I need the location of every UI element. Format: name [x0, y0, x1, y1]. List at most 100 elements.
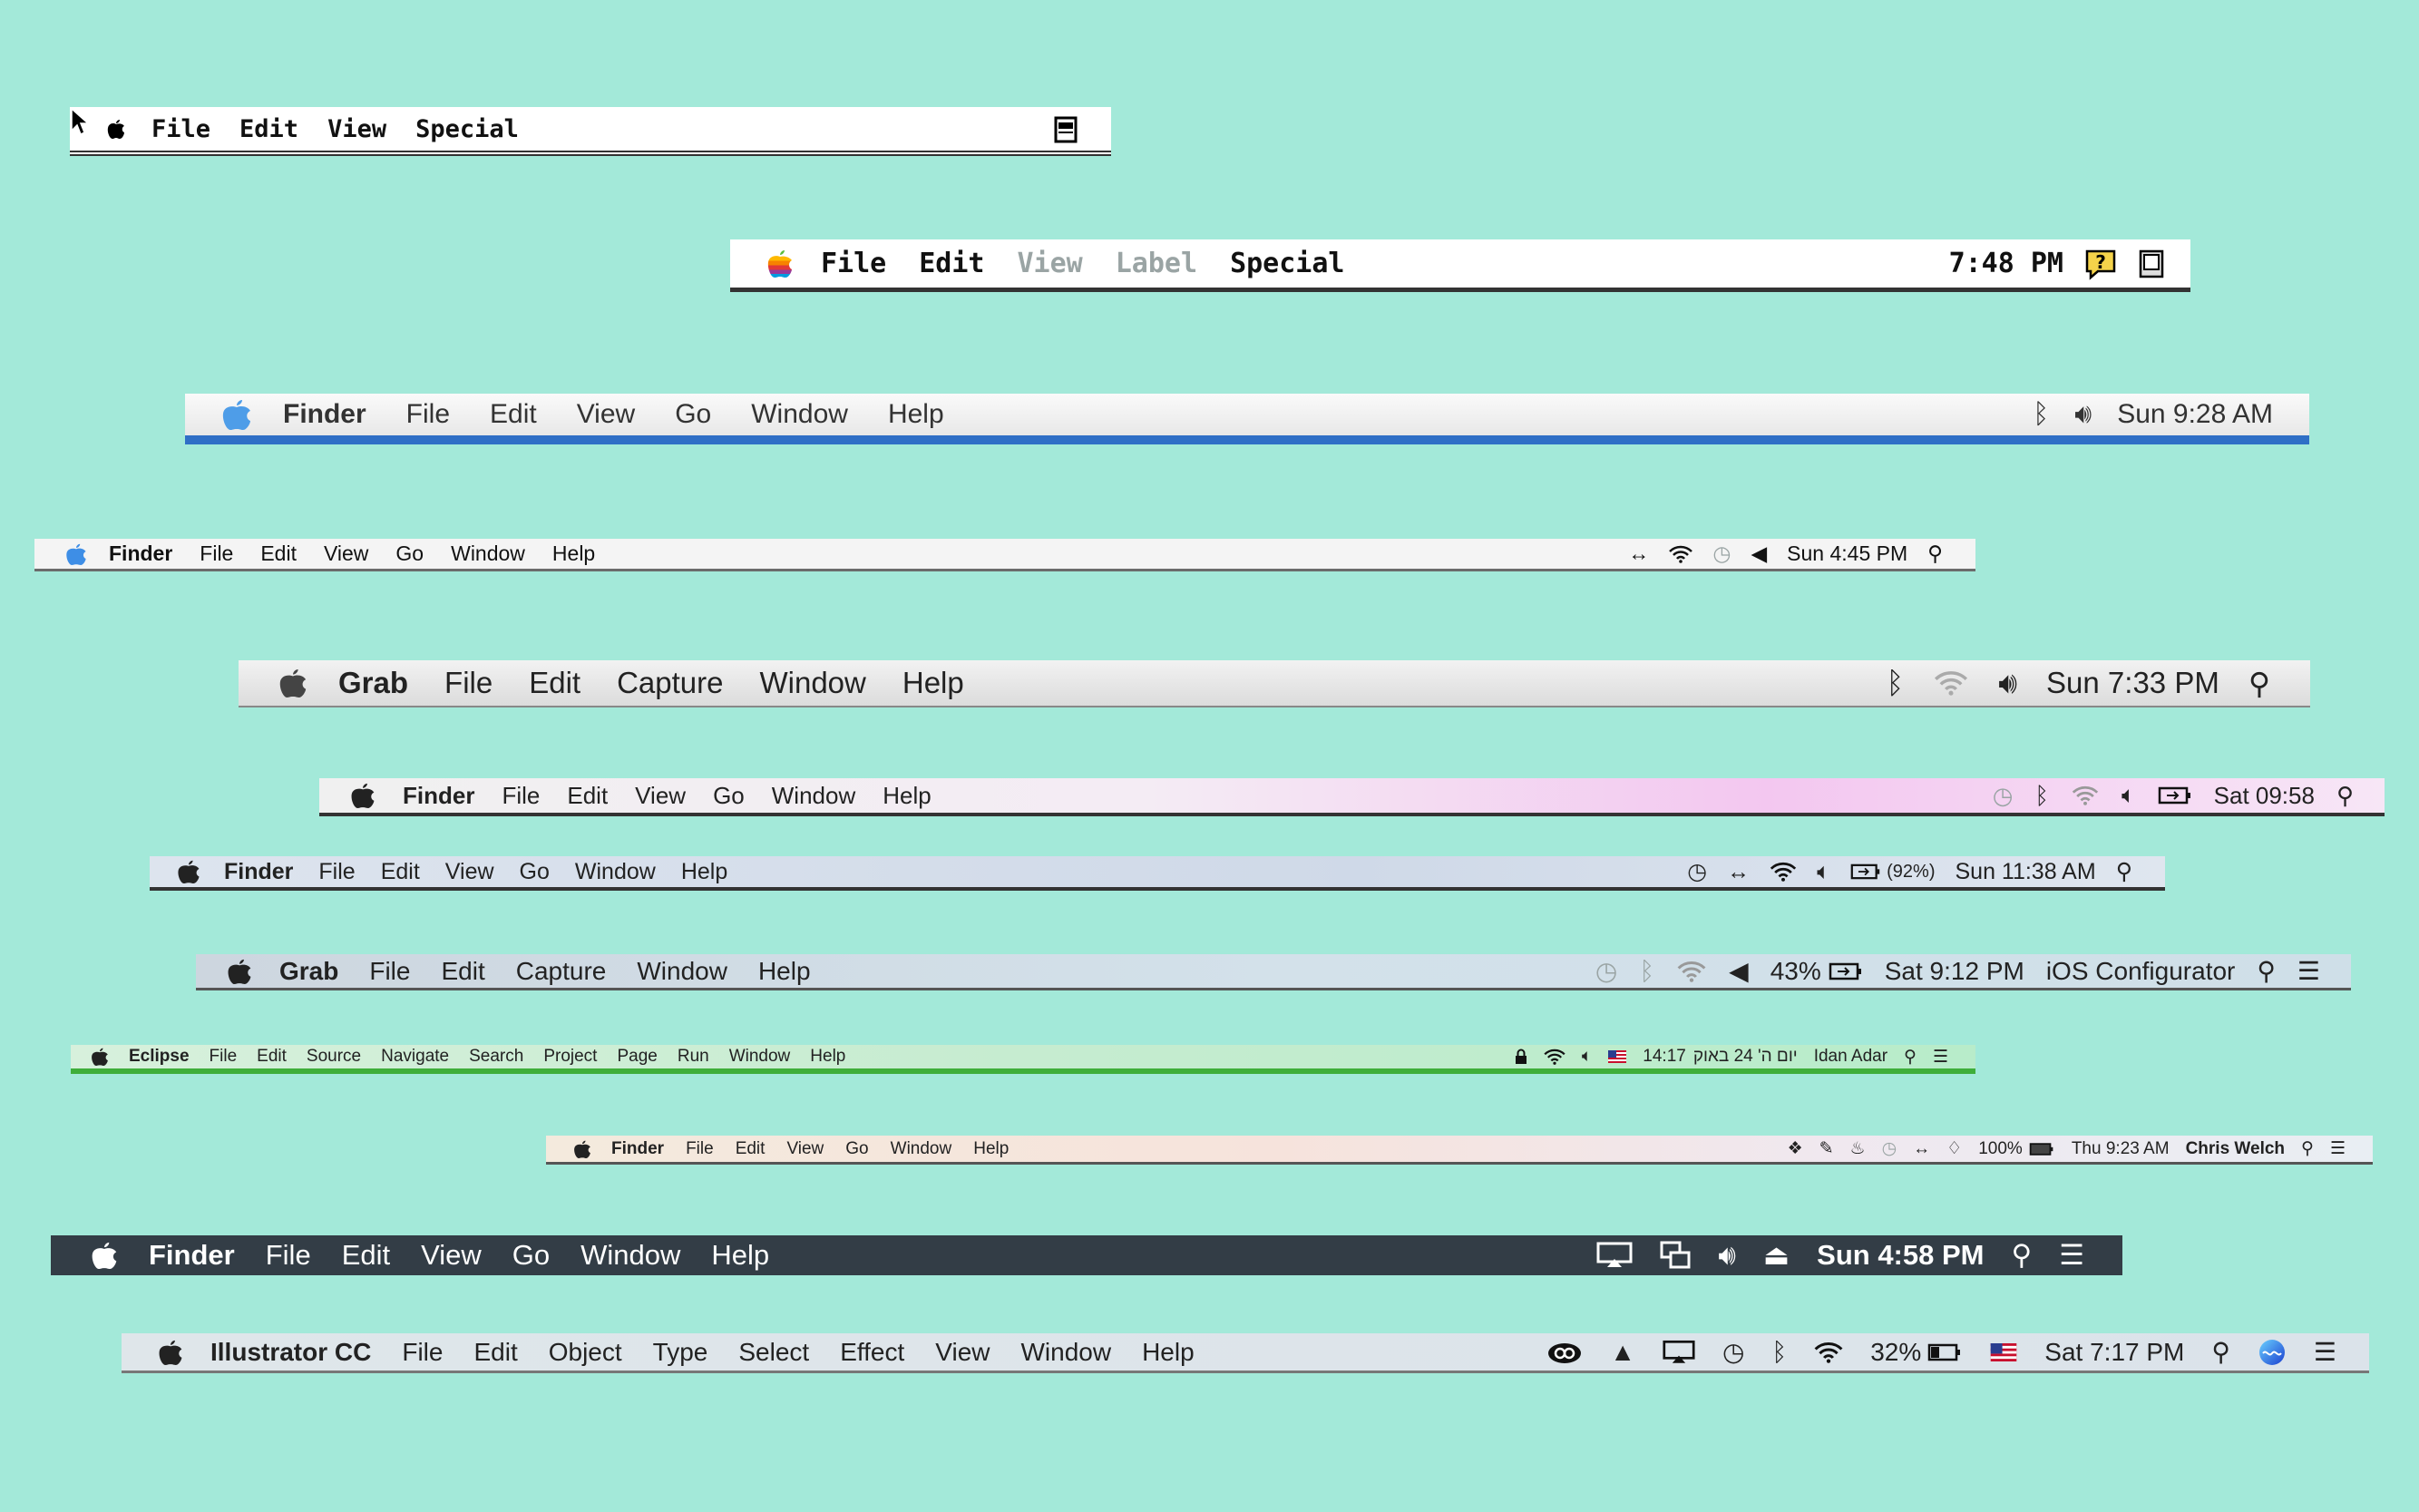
search-icon[interactable]: ⚲ — [2211, 1338, 2230, 1366]
menu-capture[interactable]: Capture — [617, 666, 724, 699]
menu-file[interactable]: File — [200, 541, 234, 565]
lock-icon[interactable] — [1515, 1049, 1527, 1065]
clock[interactable]: 7:48 PM — [1948, 248, 2063, 279]
search-icon[interactable]: ⚲ — [2257, 957, 2276, 985]
menu-project[interactable]: Project — [543, 1047, 598, 1066]
menu-go[interactable]: Go — [713, 781, 745, 809]
eject-icon[interactable]: ⏏ — [1762, 1239, 1790, 1271]
bluetooth-icon[interactable]: ᛒ — [1639, 956, 1655, 985]
menu-object[interactable]: Object — [548, 1337, 622, 1366]
menu-help[interactable]: Help — [973, 1138, 1010, 1158]
apple-menu-icon[interactable] — [65, 542, 87, 566]
battery-icon[interactable] — [1850, 863, 1881, 881]
wifi-icon[interactable] — [1933, 670, 1969, 696]
wifi-icon[interactable] — [1676, 961, 1707, 982]
menu-help[interactable]: Help — [902, 666, 964, 699]
network-icon[interactable]: ↔ — [1727, 858, 1751, 884]
menu-view[interactable]: View — [421, 1239, 482, 1271]
menu-search[interactable]: Search — [469, 1047, 524, 1066]
menu-edit[interactable]: Edit — [735, 1138, 766, 1158]
date[interactable]: יום ה' 24 באוק — [1692, 1047, 1798, 1066]
list-icon[interactable]: ☰ — [1932, 1047, 1948, 1067]
menu-run[interactable]: Run — [677, 1047, 709, 1066]
apple-menu-icon[interactable] — [278, 668, 307, 698]
apple-menu-icon[interactable] — [227, 958, 252, 985]
wifi-icon[interactable] — [1669, 545, 1693, 563]
menu-edit[interactable]: Edit — [529, 666, 581, 699]
menu-file[interactable]: File — [405, 399, 451, 429]
app-name[interactable]: Illustrator CC — [210, 1337, 372, 1366]
menu-edit[interactable]: Edit — [239, 114, 299, 143]
menu-file[interactable]: File — [502, 781, 541, 809]
menu-help[interactable]: Help — [757, 956, 811, 985]
clock[interactable]: Sun 4:45 PM — [1787, 541, 1908, 565]
menu-edit[interactable]: Edit — [257, 1047, 287, 1066]
flag-icon[interactable] — [1990, 1342, 2017, 1361]
search-icon[interactable]: ⚲ — [2248, 666, 2270, 700]
menu-help[interactable]: Help — [1142, 1337, 1195, 1366]
clock[interactable]: Sat 7:17 PM — [2044, 1337, 2185, 1366]
menu-view[interactable]: View — [935, 1337, 990, 1366]
volume-icon[interactable]: 🔊︎ — [2074, 399, 2092, 429]
apple-menu-icon[interactable] — [221, 398, 252, 431]
bluetooth-icon[interactable]: ᛒ — [1771, 1337, 1788, 1366]
clock[interactable]: Sun 7:33 PM — [2046, 666, 2219, 699]
menu-file[interactable]: File — [369, 956, 411, 985]
siri-icon[interactable] — [2258, 1338, 2287, 1367]
app-name[interactable]: Eclipse — [129, 1047, 190, 1066]
clock[interactable]: Sun 4:58 PM — [1817, 1239, 1985, 1271]
menu-file[interactable]: File — [444, 666, 493, 699]
time-machine-icon[interactable]: ◷ — [1881, 1139, 1897, 1158]
battery-icon[interactable] — [1926, 1342, 1963, 1362]
app-name[interactable]: Finder — [149, 1239, 235, 1271]
volume-icon[interactable]: 🔊︎ — [1718, 1238, 1736, 1271]
menu-edit[interactable]: Edit — [260, 541, 297, 565]
app-name[interactable]: Finder — [403, 781, 475, 809]
menu-edit[interactable]: Edit — [380, 858, 420, 884]
clock[interactable]: Sat 09:58 — [2213, 781, 2315, 809]
clock[interactable]: Thu 9:23 AM — [2071, 1138, 2170, 1158]
apple-menu-icon[interactable] — [158, 1339, 183, 1366]
search-icon[interactable]: ⚲ — [1927, 541, 1943, 565]
menu-window[interactable]: Window — [751, 399, 848, 429]
menu-view[interactable]: View — [1017, 248, 1083, 279]
menu-help[interactable]: Help — [883, 781, 932, 809]
network-icon[interactable]: ↔ — [1913, 1138, 1931, 1158]
clock[interactable]: Sat 9:12 PM — [1884, 956, 2024, 985]
volume-icon[interactable]: 🔈︎ — [1817, 858, 1831, 884]
menu-label[interactable]: Label — [1115, 248, 1198, 279]
user-name[interactable]: Chris Welch — [2185, 1138, 2286, 1158]
user-name[interactable]: iOS Configurator — [2045, 956, 2236, 985]
app-name[interactable]: Finder — [611, 1138, 665, 1158]
app-name[interactable]: Grab — [279, 956, 339, 985]
wifi-icon[interactable] — [1544, 1049, 1566, 1065]
menu-help[interactable]: Help — [887, 399, 944, 429]
flame-icon[interactable]: ♨ — [1849, 1139, 1866, 1158]
wifi-icon[interactable] — [1770, 862, 1797, 882]
volume-icon[interactable]: 🔊︎ — [1998, 665, 2018, 699]
menu-file[interactable]: File — [686, 1138, 714, 1158]
screen-share-icon[interactable] — [1660, 1241, 1691, 1270]
menu-go[interactable]: Go — [675, 399, 712, 429]
menu-go[interactable]: Go — [519, 858, 550, 884]
wifi-icon[interactable] — [1814, 1341, 1843, 1363]
search-icon[interactable]: ⚲ — [2115, 859, 2132, 884]
wifi-icon[interactable] — [2071, 785, 2100, 805]
clock[interactable]: Sun 9:28 AM — [2117, 399, 2273, 429]
battery-icon[interactable] — [2158, 785, 2192, 805]
dropbox-icon[interactable]: ❖ — [1787, 1139, 1803, 1158]
menu-help[interactable]: Help — [680, 858, 728, 884]
menu-special[interactable]: Special — [415, 114, 519, 143]
menu-source[interactable]: Source — [306, 1047, 362, 1066]
battery-icon[interactable] — [2028, 1142, 2055, 1156]
menu-page[interactable]: Page — [617, 1047, 658, 1066]
menu-file[interactable]: File — [318, 858, 356, 884]
menu-window[interactable]: Window — [580, 1239, 681, 1271]
search-icon[interactable]: ⚲ — [2011, 1239, 2033, 1271]
apple-menu-icon[interactable] — [177, 859, 200, 884]
flag-icon[interactable] — [1608, 1050, 1627, 1063]
apple-menu-icon[interactable] — [350, 782, 376, 809]
volume-icon[interactable]: 🔈︎ — [1581, 1047, 1593, 1066]
menu-file[interactable]: File — [151, 114, 211, 143]
menu-file[interactable]: File — [402, 1337, 444, 1366]
